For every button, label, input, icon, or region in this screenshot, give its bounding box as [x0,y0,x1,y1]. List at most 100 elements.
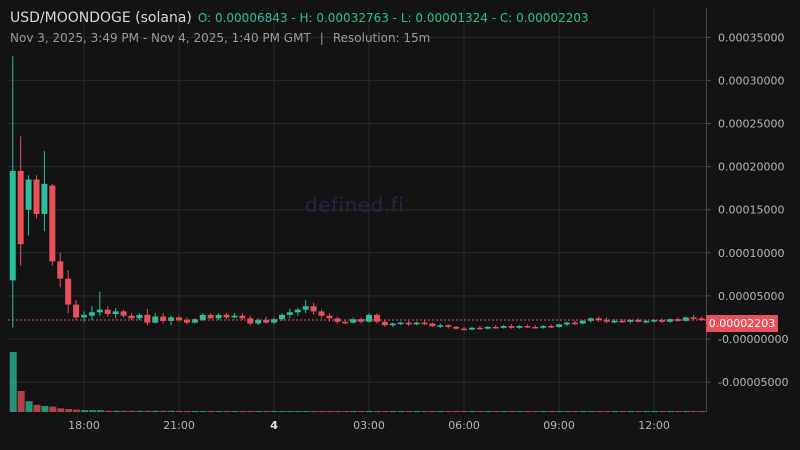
candle-body [9,170,16,281]
volume-bar [508,411,516,412]
price-tick-label: 0.00015000 [718,204,784,217]
volume-bar [627,411,635,412]
time-tick-label: 09:00 [543,419,575,432]
candle-body [524,326,531,328]
candle-body [104,309,111,315]
candle-body [25,179,32,210]
candle-body [41,183,48,215]
candle-body [500,326,507,328]
volume-bar [563,411,571,412]
volume-bar [302,411,310,412]
volume-bar [611,411,619,412]
volume-bar [587,411,595,412]
volume-bar [152,410,160,412]
candle-body [445,325,452,327]
volume-bar [176,411,184,412]
volume-bar [603,411,611,412]
candle-body [152,316,159,323]
candle-body [635,320,642,322]
volume-bar [207,411,215,412]
candle-body [112,311,119,315]
candle-body [128,315,135,319]
volume-bar [318,411,326,412]
volume-bar [168,410,176,412]
volume-bar [57,408,65,412]
time-axis[interactable]: 18:00 21:00 4 03:00 06:00 09:00 12:00 [68,419,670,432]
candle-body [342,321,349,324]
candle-body [302,306,309,310]
volume-bar [144,410,152,412]
candle-body [563,322,570,325]
candle-body [96,309,103,313]
candle-body [350,319,357,323]
volume-bar [595,411,603,412]
volume-bar [666,411,674,412]
candle-body [247,318,254,324]
candle-body [682,317,689,321]
volume-bar [33,404,41,412]
volume-bar [682,411,690,412]
candle-body [476,327,483,330]
candle-body [136,314,143,319]
time-tick-label: 12:00 [638,419,670,432]
candle-body [595,318,602,321]
candle-body [548,326,555,328]
header-separator: | [319,31,324,45]
candle-body [461,328,468,331]
candle-body [88,312,95,316]
volume-bar [476,411,484,412]
volume-bar [9,352,17,412]
candle-body [215,314,222,319]
volume-bar [373,411,381,412]
volume-bar [271,411,279,412]
volume-bar [492,411,500,412]
candle-body [223,314,230,318]
volume-bar [429,411,437,412]
volume-bar [548,411,556,412]
candle-body [144,314,151,323]
time-tick-label: 18:00 [68,419,100,432]
price-tick-label: 0.00010000 [718,247,784,260]
volume-bar [239,411,247,412]
pair-title: USD/MOONDOGE (solana) [10,10,192,26]
volume-bar [690,411,698,412]
volume-bar [516,411,524,412]
resolution-label: Resolution: 15m [332,31,431,45]
volume-bar [81,410,88,412]
volume-bar [73,409,81,412]
volume-bar [468,411,476,412]
volume-bar [619,411,627,412]
candle-body [366,314,373,322]
candle-body [556,324,563,327]
volume-bar [231,411,239,412]
volume-bar [579,411,587,412]
ohlc-readout: O: 0.00006843 - H: 0.00032763 - L: 0.000… [197,11,589,25]
price-axis[interactable]: 0.00035000 0.00030000 0.00025000 0.00020000… [706,31,788,389]
chart-grid [8,8,706,412]
candle-body [310,306,317,312]
volume-bar [88,410,96,412]
candle-body [453,326,460,329]
volume-bar [651,411,659,412]
header-line-secondary: Nov 3, 2025, 3:49 PM - Nov 4, 2025, 1:40… [10,31,589,45]
volume-bar [41,406,49,412]
volume-bar [25,401,33,412]
volume-bar [191,411,199,412]
candle-body [492,326,499,329]
candle-body [207,314,214,319]
volume-bar [437,411,445,412]
candle-body [278,314,285,320]
candle-body [263,320,270,323]
candle-body [690,317,697,319]
volume-bar [310,411,318,412]
volume-bar [540,411,548,412]
volume-bar [524,411,532,412]
volume-bars [9,352,706,412]
volume-bar [350,411,358,412]
volume-bar [556,411,564,412]
candles [9,56,705,331]
candle-body [627,320,634,322]
candle-body [255,320,262,324]
time-tick-label: 03:00 [353,419,385,432]
